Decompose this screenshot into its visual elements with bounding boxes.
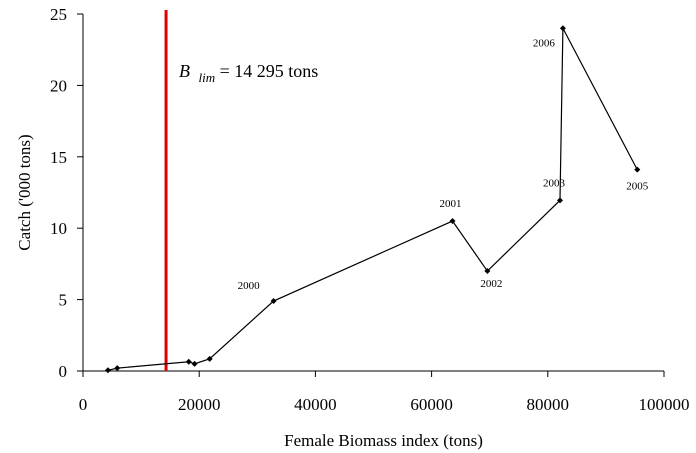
x-tick-label: 40000 bbox=[294, 395, 337, 414]
y-tick-label: 5 bbox=[59, 291, 68, 310]
x-tick-label: 0 bbox=[79, 395, 88, 414]
y-axis-title: Catch ('000 tons) bbox=[15, 134, 34, 250]
point-label-2003: 2003 bbox=[543, 177, 566, 189]
x-tick-label: 80000 bbox=[527, 395, 570, 414]
y-tick-label: 10 bbox=[50, 219, 67, 238]
blim-symbol: B bbox=[179, 61, 190, 81]
point-label-2005: 2005 bbox=[626, 181, 649, 193]
data-point bbox=[191, 360, 198, 367]
data-point bbox=[104, 367, 111, 374]
data-point bbox=[185, 358, 192, 365]
y-tick-label: 0 bbox=[59, 362, 68, 381]
point-labels: 2000 2001 2002 2003 2006 2005 bbox=[238, 37, 649, 292]
x-tick-label: 20000 bbox=[178, 395, 221, 414]
y-tick-label: 25 bbox=[50, 5, 67, 24]
point-label-2000: 2000 bbox=[238, 280, 261, 292]
blim-subscript: lim bbox=[199, 70, 216, 85]
point-label-2002: 2002 bbox=[480, 278, 502, 290]
data-point bbox=[484, 268, 491, 275]
data-point bbox=[206, 355, 213, 362]
axes bbox=[82, 14, 664, 372]
y-tick-label: 20 bbox=[50, 76, 67, 95]
blim-value: = 14 295 tons bbox=[220, 61, 319, 81]
data-point bbox=[449, 218, 456, 225]
x-axis-title: Female Biomass index (tons) bbox=[284, 431, 483, 450]
data-point bbox=[114, 365, 121, 372]
data-point bbox=[270, 298, 277, 305]
ticks: 0 5 10 15 20 25 0 20000 40000 60000 80000 100000 bbox=[50, 5, 690, 414]
point-label-2001: 2001 bbox=[440, 198, 462, 210]
blim-annotation: B lim = 14 295 tons bbox=[179, 61, 318, 86]
x-tick-label: 60000 bbox=[410, 395, 453, 414]
data-point bbox=[634, 166, 641, 173]
series-group bbox=[104, 25, 641, 374]
data-point bbox=[559, 25, 566, 32]
data-point bbox=[557, 197, 564, 204]
y-tick-label: 15 bbox=[50, 148, 67, 167]
x-tick-label: 100000 bbox=[639, 395, 690, 414]
point-label-2006: 2006 bbox=[533, 37, 556, 49]
